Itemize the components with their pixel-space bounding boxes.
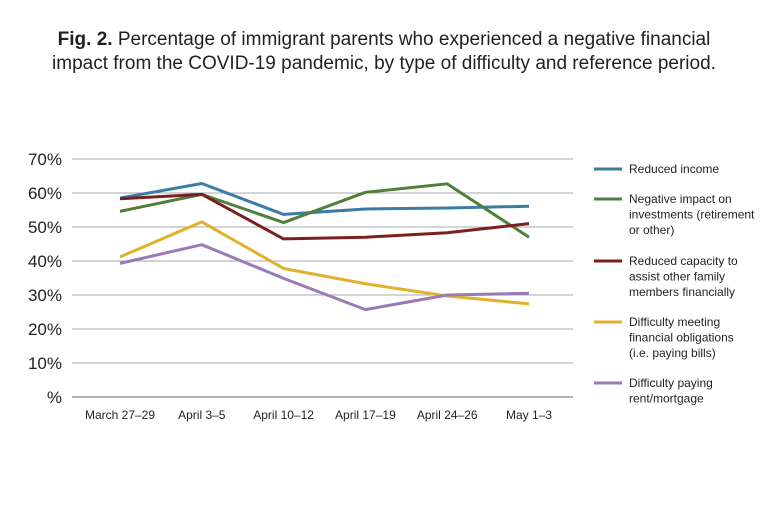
y-tick-label: 20%: [28, 320, 62, 339]
legend-label: investments (retirement: [629, 208, 755, 222]
y-tick-label: 60%: [28, 184, 62, 203]
legend: Reduced income Negative impact on investme…: [594, 162, 755, 406]
series-line-4: [119, 220, 530, 306]
legend-label: financial obligations: [629, 331, 734, 345]
legend-label: Reduced income: [629, 162, 719, 176]
title-line-2: impact from the COVID-19 pandemic, by ty…: [52, 53, 716, 74]
chart-title: Fig. 2. Percentage of immigrant parents …: [20, 28, 748, 76]
legend-label: Reduced capacity to: [629, 254, 738, 268]
series-line-3: [119, 192, 530, 241]
series-line-5: [119, 243, 530, 312]
x-tick-label: May 1–3: [506, 408, 552, 422]
series-lines: [119, 181, 530, 312]
legend-label: (i.e. paying bills): [629, 346, 716, 360]
x-tick-label: April 17–19: [335, 408, 396, 422]
y-tick-label: 30%: [28, 286, 62, 305]
legend-label: rent/mortgage: [629, 392, 704, 406]
x-tick-label: April 10–12: [253, 408, 314, 422]
legend-label: Negative impact on: [629, 192, 732, 206]
legend-label: Difficulty meeting: [629, 315, 720, 329]
figure-frame: [4, 4, 764, 508]
series-line-1: [119, 181, 530, 216]
legend-label: assist other family: [629, 270, 725, 284]
x-tick-label: March 27–29: [85, 408, 155, 422]
x-axis-ticks: March 27–29 April 3–5 April 10–12 April 17–…: [85, 408, 552, 422]
figure-label: Fig. 2.: [57, 29, 113, 50]
legend-label: members financially: [629, 285, 735, 299]
x-tick-label: April 24–26: [417, 408, 478, 422]
y-tick-label: 10%: [28, 354, 62, 373]
legend-label: Difficulty paying: [629, 376, 713, 390]
x-tick-label: April 3–5: [178, 408, 226, 422]
y-tick-label: %: [47, 388, 62, 407]
y-tick-label: 40%: [28, 252, 62, 271]
series-line-2: [119, 182, 530, 239]
y-tick-label: 70%: [28, 150, 62, 169]
y-tick-label: 50%: [28, 218, 62, 237]
y-axis-ticks: % 10% 20% 30% 40% 50% 60% 70%: [28, 150, 62, 407]
legend-label: or other): [629, 223, 674, 237]
title-line-1: Percentage of immigrant parents who expe…: [117, 29, 711, 50]
